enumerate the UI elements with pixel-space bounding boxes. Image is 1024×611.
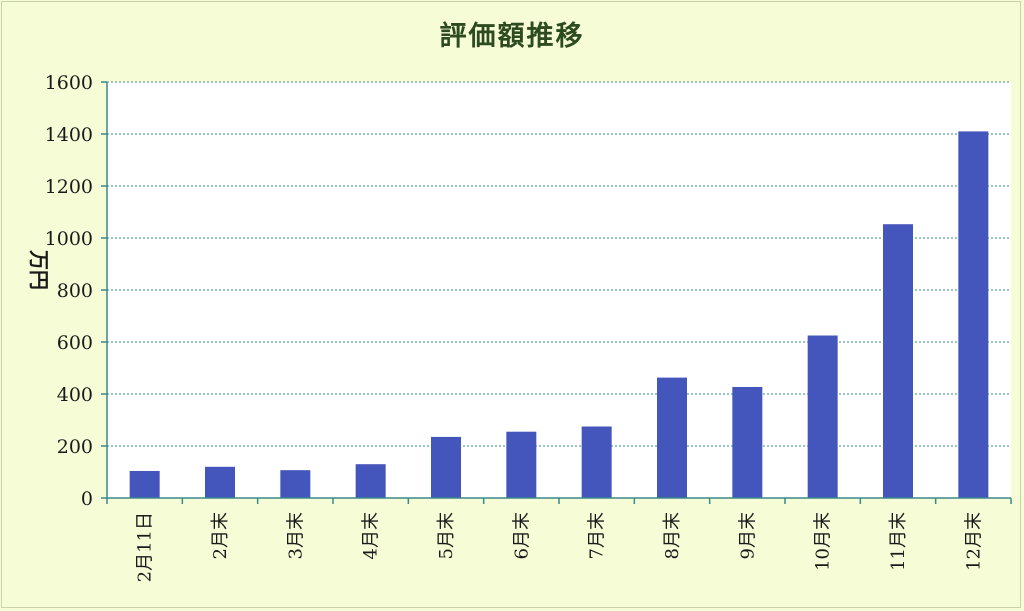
y-tick-label: 1200 [45, 176, 93, 198]
x-tick-label: 12月末 [963, 512, 984, 571]
x-tick-labels: 2月11日 2月末 3月末 4月末 5月末 6月末 7月末 8月末 9月末 10月末 11月末 12月… [135, 512, 985, 582]
bar [129, 470, 160, 498]
x-tick-label: 5月末 [436, 512, 457, 559]
y-tick-label: 400 [57, 384, 93, 406]
y-tick-label: 800 [57, 280, 93, 302]
chart-title: 評価額推移 [439, 21, 585, 52]
bar [958, 131, 989, 498]
bar [883, 224, 913, 498]
bar [581, 426, 612, 498]
x-tick-label: 10月末 [813, 512, 834, 571]
x-tick-label: 7月末 [587, 512, 608, 559]
bar [657, 377, 687, 498]
y-tick-label: 1400 [45, 124, 93, 146]
bar [280, 470, 311, 498]
y-axis-label: 万円 [27, 249, 51, 290]
bar [807, 335, 838, 498]
x-tick-label: 2月11日 [135, 512, 156, 582]
bar [431, 436, 461, 498]
y-tick-label: 200 [57, 436, 93, 458]
x-tick-label: 4月末 [361, 512, 382, 559]
bar [355, 464, 386, 498]
y-tick-label: 600 [57, 332, 93, 354]
bar [732, 386, 763, 498]
y-tick-label: 1000 [45, 228, 93, 250]
x-tick-label: 9月末 [737, 512, 758, 559]
gridlines [107, 81, 1011, 447]
bar [205, 466, 235, 498]
x-tick-label: 6月末 [511, 512, 532, 559]
x-tick-label: 8月末 [662, 512, 683, 559]
x-tick-label: 11月末 [888, 512, 909, 571]
bars [129, 131, 989, 498]
axes [101, 81, 1012, 504]
y-tick-labels: 0 200 400 600 800 1000 1200 1400 1600 [45, 72, 93, 510]
y-tick-label: 1600 [45, 72, 93, 94]
x-tick-label: 2月末 [210, 512, 231, 559]
bar [506, 431, 537, 498]
y-tick-label: 0 [81, 488, 93, 510]
x-tick-label: 3月末 [285, 512, 306, 559]
